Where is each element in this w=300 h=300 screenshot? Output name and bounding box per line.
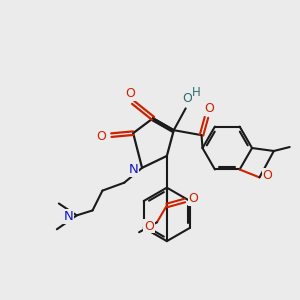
Text: O: O [262,169,272,182]
Text: O: O [205,102,214,115]
Text: O: O [189,192,199,205]
Text: O: O [125,87,135,100]
Text: H: H [192,86,201,99]
Text: N: N [128,163,138,176]
Text: O: O [144,220,154,233]
Text: O: O [183,92,193,105]
Text: O: O [97,130,106,142]
Text: N: N [64,210,74,223]
